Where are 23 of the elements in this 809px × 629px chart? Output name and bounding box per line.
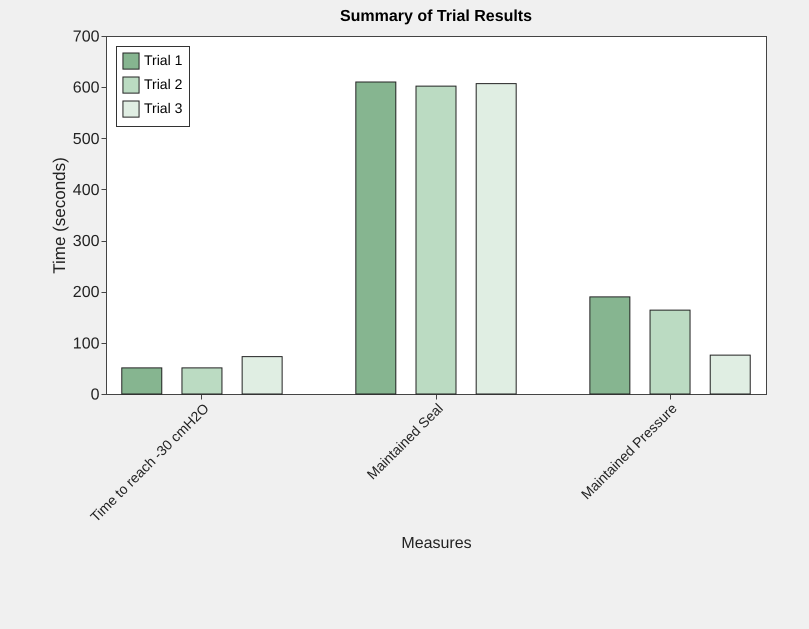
y-tick-label: 700 (72, 28, 100, 46)
y-tick-label: 0 (90, 386, 100, 404)
bar (181, 367, 222, 394)
chart-title: Summary of Trial Results (340, 8, 532, 25)
bar (650, 310, 691, 394)
legend-label: Trial 1 (144, 52, 183, 68)
bar (242, 356, 283, 394)
y-tick-label: 500 (72, 130, 100, 148)
bar (355, 82, 396, 394)
bar (710, 354, 751, 394)
legend-label: Trial 3 (144, 100, 183, 116)
y-tick-label: 300 (72, 233, 100, 250)
bar (416, 86, 456, 394)
bar (121, 367, 162, 394)
bar (476, 83, 517, 394)
y-tick-label: 100 (72, 335, 100, 352)
y-tick-label: 200 (72, 284, 100, 302)
bar (589, 296, 630, 394)
y-axis-title: Time (seconds) (50, 157, 69, 274)
y-tick-label: 600 (72, 80, 100, 97)
legend-label: Trial 2 (144, 76, 183, 92)
x-axis-title: Measures (401, 534, 472, 552)
y-tick-label: 400 (72, 182, 100, 199)
